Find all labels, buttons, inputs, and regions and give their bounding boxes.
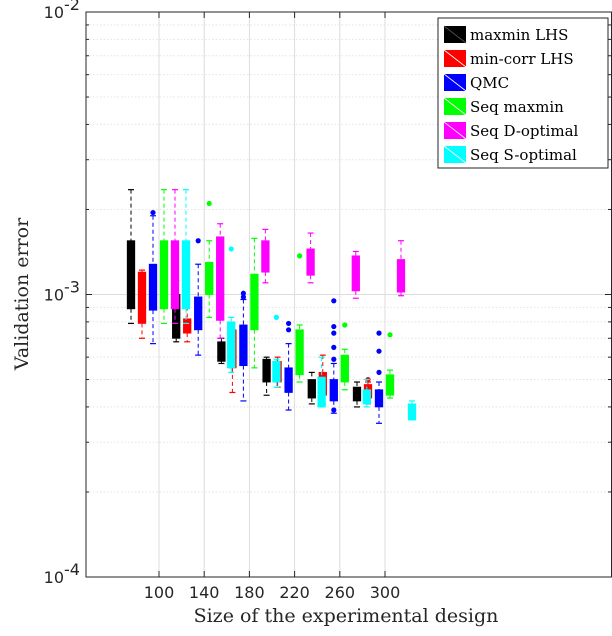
box-body [352, 386, 362, 402]
x-tick-label: 140 [189, 583, 220, 602]
box-body [407, 403, 417, 421]
outlier-point [195, 238, 201, 244]
outlier-point [240, 290, 246, 296]
box-body [181, 240, 191, 310]
box-body [227, 321, 236, 369]
y-tick-exponent: -4 [64, 560, 80, 579]
box-body [250, 273, 259, 331]
series-qmc [148, 209, 384, 424]
outlier-point [228, 246, 234, 252]
outlier-point [331, 356, 337, 362]
box-body [284, 367, 293, 393]
series-maxmin-lhs [126, 189, 362, 408]
box-body [261, 240, 270, 273]
outlier-point [206, 200, 212, 207]
box-body [194, 296, 203, 331]
legend-label: Seq S-optimal [470, 146, 577, 164]
series-seq-d-optimal [170, 189, 406, 339]
outlier-point [331, 298, 337, 304]
box-body [385, 374, 395, 396]
box-body [272, 360, 281, 383]
legend-swatch-mark [443, 49, 467, 68]
box-body [396, 259, 406, 293]
y-tick-labels: 10-210-310-4 [44, 0, 80, 587]
outlier-point [286, 320, 292, 327]
box-body [148, 263, 158, 311]
box-body [307, 379, 316, 399]
legend-label: QMC [470, 74, 509, 92]
outlier-point [297, 253, 303, 259]
box-body [351, 255, 360, 292]
y-tick-exponent: -2 [64, 0, 80, 14]
legend-swatch-mark [443, 121, 467, 140]
x-tick-label: 100 [144, 583, 175, 602]
box-body [306, 248, 315, 276]
series-seq-s-optimal [181, 189, 417, 421]
outlier-point [376, 348, 382, 354]
y-tick-label: 10 [44, 3, 64, 22]
box-body [205, 261, 214, 295]
x-tick-label: 180 [234, 583, 265, 602]
series-seq-maxmin [159, 189, 395, 399]
legend-swatch-mark [443, 97, 467, 116]
legend-label: Seq maxmin [470, 98, 564, 116]
outlier-point [273, 314, 279, 320]
outlier-point [342, 322, 348, 328]
legend-label: Seq D-optimal [470, 122, 579, 140]
box-body [329, 379, 338, 402]
box-body [137, 271, 147, 324]
legend-label: min-corr LHS [470, 50, 574, 68]
outlier-point [331, 407, 337, 413]
x-axis-label: Size of the experimental design [194, 605, 499, 627]
box-body [170, 240, 180, 310]
outlier-point [150, 209, 156, 216]
x-tick-label: 220 [279, 583, 310, 602]
y-tick-exponent: -3 [64, 278, 80, 297]
box-body [317, 376, 326, 408]
box-body [295, 329, 304, 376]
box-body [159, 240, 169, 310]
outlier-point [331, 330, 337, 336]
legend-swatch-mark [443, 145, 467, 164]
outlier-point [376, 369, 382, 375]
outlier-point [331, 323, 337, 330]
outlier-point [331, 344, 337, 350]
outlier-point [387, 332, 393, 338]
box-body [239, 324, 248, 367]
legend-label: maxmin LHS [470, 26, 568, 44]
legend-swatch-mark [443, 73, 467, 92]
x-tick-label: 300 [370, 583, 401, 602]
box-body [183, 318, 192, 334]
legend: maxmin LHS min-corr LHS QMC Seq maxmin Seq D… [437, 17, 609, 169]
box-body [216, 236, 225, 321]
box-body [126, 240, 136, 310]
box-body [217, 341, 226, 362]
box-series-group [126, 189, 417, 424]
box-body [340, 354, 349, 383]
legend-box [437, 17, 609, 169]
y-axis-label: Validation error [11, 217, 33, 371]
x-tick-labels: 100 140 180 220 260 300 [144, 583, 401, 602]
legend-swatch-mark [443, 25, 467, 44]
outlier-point [240, 294, 246, 300]
box-body [362, 389, 371, 405]
y-tick-label: 10 [44, 568, 64, 587]
box-body [374, 389, 384, 408]
outlier-point [286, 327, 292, 333]
x-tick-label: 260 [325, 583, 356, 602]
y-tick-label: 10 [44, 286, 64, 305]
outlier-point [376, 330, 382, 336]
